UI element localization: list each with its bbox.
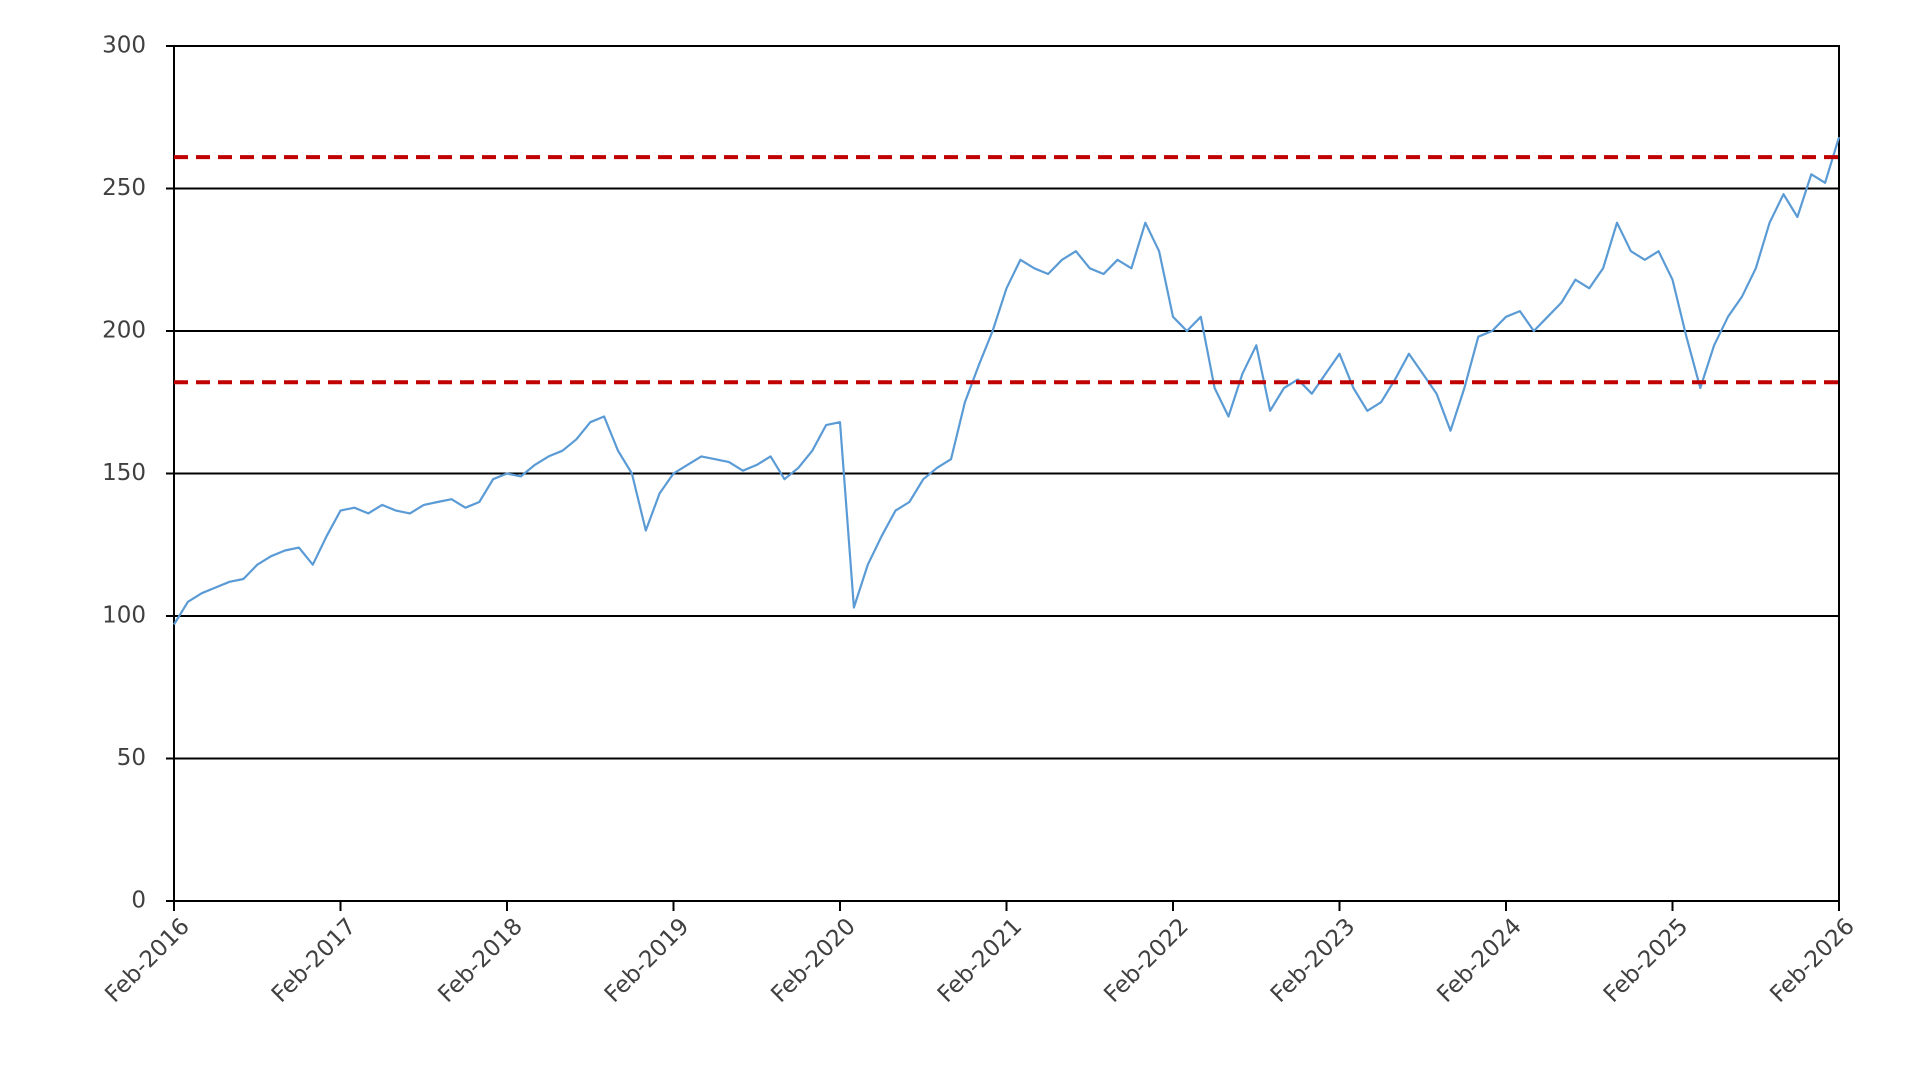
y-tick-label: 0 xyxy=(131,888,146,914)
x-tick-label: Feb-2018 xyxy=(433,913,527,1007)
x-tick-label: Feb-2025 xyxy=(1599,913,1693,1007)
y-tick-label: 250 xyxy=(102,175,146,201)
x-tick-label: Feb-2024 xyxy=(1432,913,1526,1007)
x-tick-label: Feb-2016 xyxy=(100,913,194,1007)
x-tick-label: Feb-2021 xyxy=(933,913,1027,1007)
data-line xyxy=(173,136,1841,626)
y-tick-label: 200 xyxy=(102,318,146,344)
x-tick-label: Feb-2023 xyxy=(1266,913,1360,1007)
x-tick-label: Feb-2026 xyxy=(1765,913,1859,1007)
y-tick-label: 150 xyxy=(102,460,146,486)
x-tick-label: Feb-2019 xyxy=(600,913,694,1007)
y-tick-label: 50 xyxy=(117,745,146,771)
x-tick-label: Feb-2020 xyxy=(766,913,860,1007)
y-tick-label: 100 xyxy=(102,603,146,629)
x-tick-label: Feb-2022 xyxy=(1099,913,1193,1007)
y-tick-label: 300 xyxy=(102,33,146,59)
x-tick-label: Feb-2017 xyxy=(267,913,361,1007)
